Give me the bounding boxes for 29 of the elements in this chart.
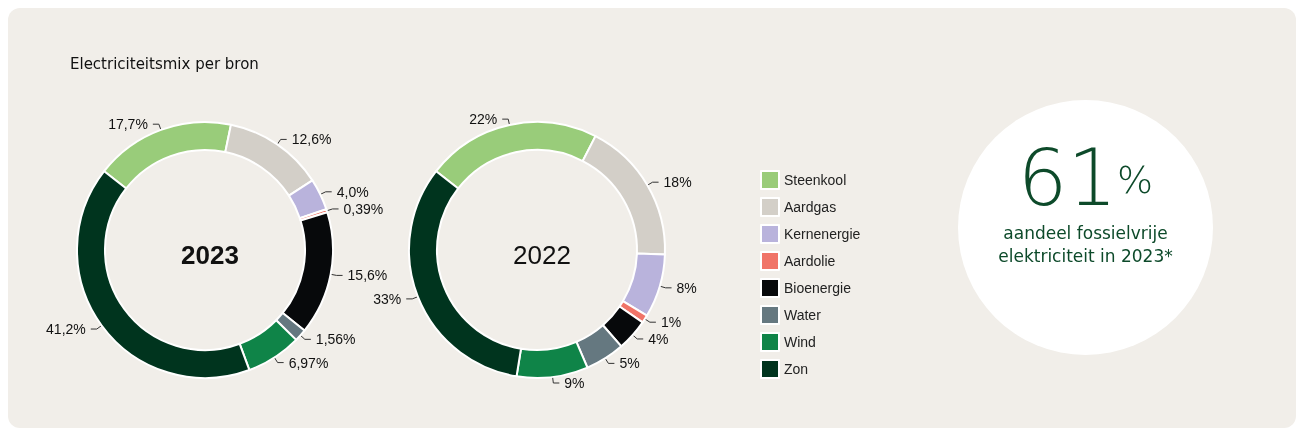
data-label: 1% — [660, 314, 682, 331]
legend-label: Water — [784, 307, 822, 323]
data-label: 17,7% — [108, 116, 148, 133]
legend-label: Steenkool — [784, 172, 847, 188]
slice-label: 2023 — [181, 240, 239, 270]
data-label: 4% — [648, 330, 669, 347]
legend-label: Zon — [784, 361, 809, 377]
data-label: 0,39% — [343, 200, 384, 217]
data-label: 1,56% — [315, 331, 356, 348]
data-label: 6,97% — [288, 354, 329, 371]
text: 61$^{%}$ — [1016, 133, 1155, 223]
data-label: 22% — [469, 111, 498, 128]
data-label: 8% — [676, 279, 697, 296]
data-label: 9% — [564, 375, 585, 391]
data-label: 12,6% — [291, 131, 332, 148]
legend-label: Wind — [784, 334, 816, 350]
data-label: 5% — [619, 355, 640, 372]
text: aandeel fossielvrije elektriciteit in 2023* — [998, 222, 1173, 268]
legend-label: Aardolie — [784, 253, 836, 269]
slice-label: 2022 — [513, 240, 571, 270]
data-label: 4,0% — [336, 183, 369, 200]
legend-label: Bioenergie — [784, 280, 852, 296]
chart-title: Electriciteitsmix per bron — [70, 55, 259, 73]
data-label: 33% — [373, 290, 402, 307]
data-label: 18% — [663, 174, 692, 191]
legend-label: Aardgas — [784, 199, 837, 215]
data-label: 15,6% — [347, 267, 388, 284]
data-label: 41,2% — [46, 321, 86, 338]
legend-label: Kernenergie — [784, 226, 861, 242]
